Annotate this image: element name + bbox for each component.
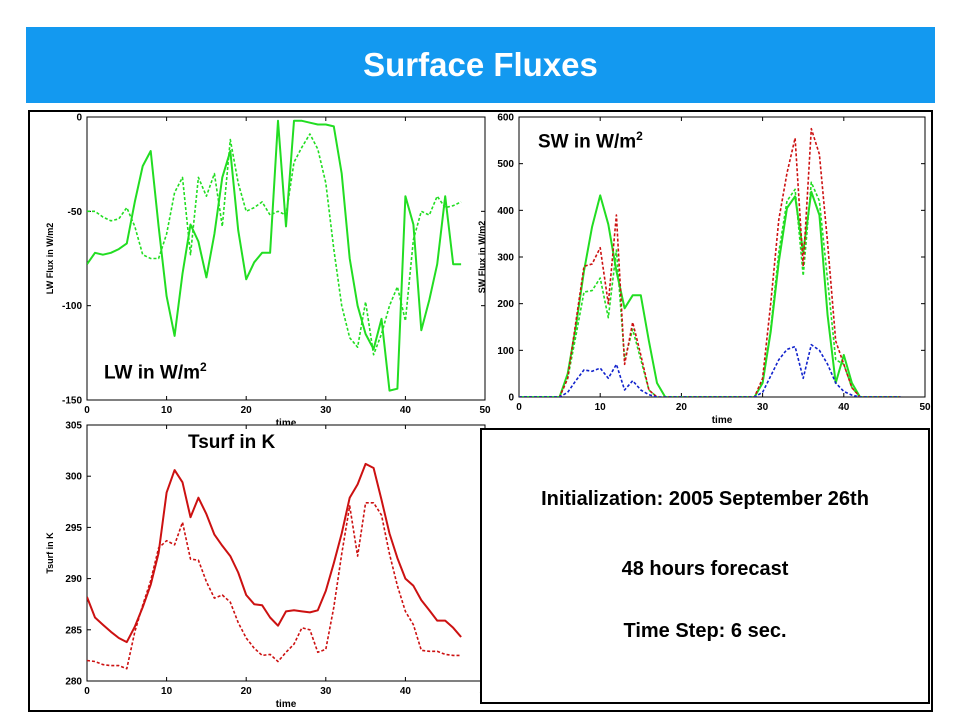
- ts-x-tick-label: 0: [84, 686, 90, 697]
- forecast-length-text: 48 hours forecast: [621, 558, 789, 580]
- sw-x-tick-label: 20: [676, 402, 688, 413]
- tsurf-chart-title: Tsurf in K: [188, 432, 276, 453]
- ts-y-tick-label: 305: [65, 421, 82, 432]
- sw-y-tick-label: 500: [497, 159, 514, 170]
- sw-x-tick-label: 0: [516, 402, 522, 413]
- ts-x-tick-label: 20: [241, 686, 253, 697]
- ts-x-tick-label: 30: [320, 686, 332, 697]
- sw-y-tick-label: 200: [497, 299, 514, 310]
- ts-y-tick-label: 300: [65, 472, 82, 483]
- lw-series-1-line: [87, 133, 462, 356]
- lw-series-0-line: [87, 119, 462, 392]
- lw-x-axis-label: time: [276, 418, 297, 429]
- ts-x-axis-label: time: [276, 699, 297, 710]
- sw-y-tick-label: 100: [497, 346, 514, 357]
- initialization-text: Initialization: 2005 September 26th: [541, 488, 869, 510]
- page-title: Surface Fluxes: [363, 46, 598, 83]
- sw-x-tick-label: 50: [919, 402, 931, 413]
- lw-chart-title-sup: 2: [200, 360, 207, 374]
- time-step-text: Time Step: 6 sec.: [623, 620, 787, 642]
- ts-y-tick-label: 290: [65, 574, 82, 585]
- ts-y-axis-label: Tsurf in K: [45, 532, 55, 574]
- lw-y-tick-label: -100: [62, 301, 82, 312]
- sw-series-1-line: [519, 181, 901, 397]
- lw-chart-title: LW in W/m2: [104, 360, 207, 384]
- lw-flux-chart: 0 10 20 30 40 50 0 -50 -100 -150 time LW Flux in W/…: [45, 113, 491, 430]
- lw-y-tick-label: 0: [76, 113, 82, 124]
- sw-x-tick-label: 30: [757, 402, 769, 413]
- lw-x-tick-label: 0: [84, 405, 90, 416]
- lw-x-tick-label: 50: [479, 405, 491, 416]
- lw-x-tick-label: 30: [320, 405, 332, 416]
- sw-y-tick-label: 0: [508, 393, 514, 404]
- title-bar: Surface Fluxes: [26, 27, 935, 103]
- lw-y-tick-label: -150: [62, 396, 82, 407]
- sw-y-tick-label: 300: [497, 253, 514, 264]
- lw-x-tick-label: 40: [400, 405, 412, 416]
- sw-x-tick-label: 10: [595, 402, 607, 413]
- lw-x-tick-label: 10: [161, 405, 173, 416]
- sw-y-tick-label: 600: [497, 113, 514, 124]
- sw-plot-area: [518, 116, 926, 398]
- forecast-info-box: Initialization: 2005 September 26th 48 h…: [480, 428, 930, 704]
- ts-x-tick-label: 10: [161, 686, 173, 697]
- lw-chart-title-text: LW in W/m: [104, 362, 201, 384]
- sw-chart-title-text: SW in W/m: [538, 131, 637, 153]
- lw-x-tick-label: 20: [241, 405, 253, 416]
- sw-chart-title: SW in W/m2: [538, 129, 643, 153]
- sw-y-axis-label: SW Flux in W/m2: [477, 221, 487, 294]
- sw-chart-title-sup: 2: [636, 129, 643, 143]
- lw-y-axis-label: LW Flux in W/m2: [45, 223, 55, 295]
- ts-y-tick-label: 285: [65, 625, 82, 636]
- sw-y-tick-label: 400: [497, 206, 514, 217]
- ts-y-tick-label: 280: [65, 677, 82, 688]
- sw-x-tick-label: 40: [838, 402, 850, 413]
- sw-series-3-line: [519, 343, 901, 397]
- tsurf-chart: 01020304050280285290295300305timeTsurf i…: [45, 421, 491, 711]
- ts-plot-area: [86, 424, 486, 682]
- lw-y-tick-label: -50: [68, 207, 83, 218]
- ts-series-0-line: [87, 462, 462, 644]
- sw-x-axis-label: time: [712, 415, 733, 426]
- content-frame: [28, 110, 933, 712]
- ts-y-tick-label: 295: [65, 523, 82, 534]
- ts-series-1-line: [87, 502, 462, 670]
- ts-x-tick-label: 40: [400, 686, 412, 697]
- lw-plot-area: [86, 116, 486, 401]
